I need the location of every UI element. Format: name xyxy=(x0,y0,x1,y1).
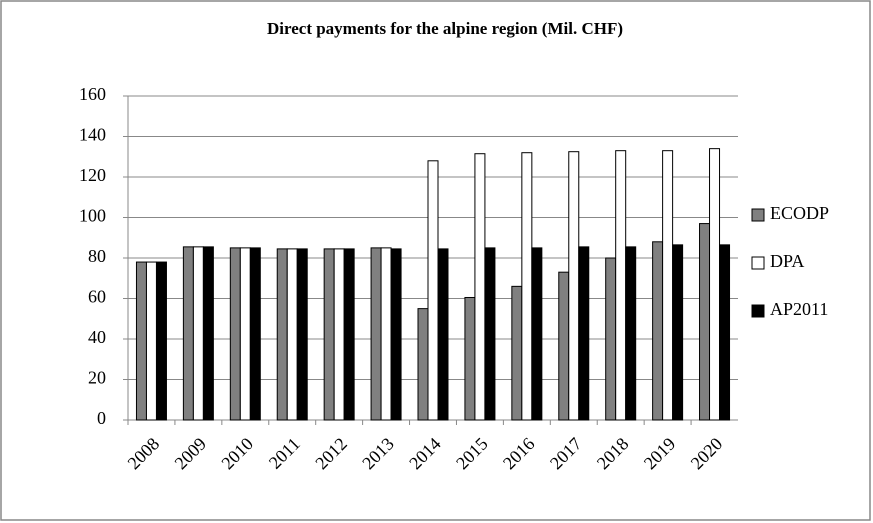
y-tick-label: 140 xyxy=(79,125,106,145)
legend-swatch xyxy=(751,208,765,222)
bar xyxy=(323,248,335,421)
bar xyxy=(484,247,496,421)
bar xyxy=(531,247,543,421)
y-tick-label: 80 xyxy=(88,246,106,266)
bar xyxy=(202,246,214,421)
bar xyxy=(652,241,664,421)
bar xyxy=(662,150,674,421)
bar xyxy=(437,248,449,421)
legend-label: ECODP xyxy=(770,203,829,223)
bar xyxy=(578,246,590,421)
y-tick-label: 40 xyxy=(88,327,106,347)
legend-label: DPA xyxy=(770,251,804,271)
y-tick-label: 100 xyxy=(79,206,106,226)
bar xyxy=(343,248,355,421)
bar xyxy=(135,261,147,421)
bar xyxy=(474,153,486,421)
bar xyxy=(249,247,261,421)
bar xyxy=(719,244,731,421)
bar xyxy=(605,257,617,421)
bar xyxy=(192,246,204,421)
bar xyxy=(672,244,684,421)
legend-label: AP2011 xyxy=(770,299,828,319)
legend-swatch xyxy=(751,304,765,318)
bar xyxy=(155,261,167,421)
bar xyxy=(239,247,251,421)
bar xyxy=(427,160,439,421)
bar xyxy=(390,248,402,421)
bar xyxy=(380,247,392,421)
bar xyxy=(511,285,523,421)
bar xyxy=(615,150,627,421)
y-tick-label: 160 xyxy=(79,84,106,104)
bar xyxy=(521,152,533,421)
bar xyxy=(286,248,298,421)
y-tick-label: 20 xyxy=(88,368,106,388)
bar xyxy=(699,223,711,421)
bar xyxy=(417,308,429,421)
bar xyxy=(333,248,345,421)
chart-title: Direct payments for the alpine region (M… xyxy=(267,19,623,38)
bar xyxy=(145,261,157,421)
bar xyxy=(625,246,637,421)
bar xyxy=(709,148,721,421)
y-tick-label: 120 xyxy=(79,165,106,185)
bar xyxy=(276,248,288,421)
legend-swatch xyxy=(751,256,765,270)
bar xyxy=(296,248,308,421)
bar xyxy=(464,296,476,421)
bar xyxy=(182,246,194,421)
bar xyxy=(229,247,241,421)
y-tick-label: 60 xyxy=(88,287,106,307)
y-tick-label: 0 xyxy=(97,408,106,428)
bar xyxy=(370,247,382,421)
bar xyxy=(568,151,580,421)
bar xyxy=(558,271,570,421)
